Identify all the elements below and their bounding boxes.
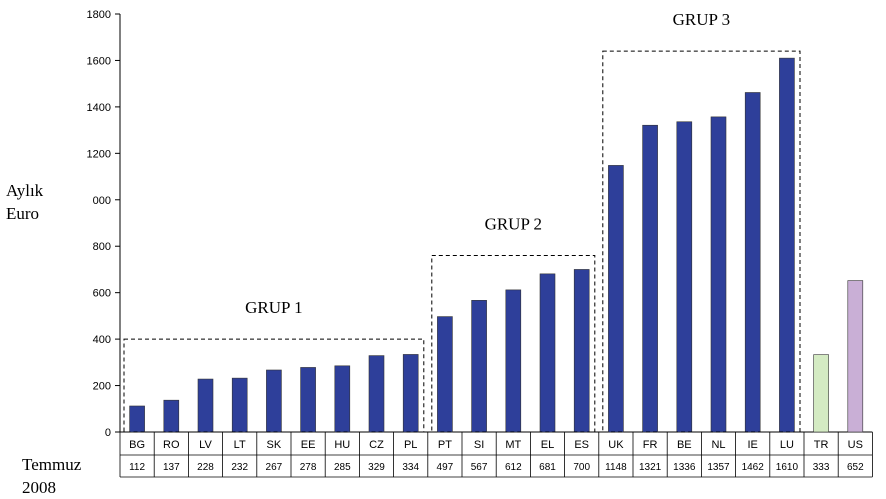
bar-fr — [642, 124, 658, 433]
category-label-es: ES — [574, 439, 589, 451]
category-label-mt: MT — [505, 439, 521, 451]
table-value-cz: 329 — [368, 462, 385, 473]
category-label-tr: TR — [814, 439, 829, 451]
category-label-el: EL — [541, 439, 554, 451]
table-value-mt: 612 — [505, 462, 522, 473]
bar-lv — [197, 378, 214, 433]
group-2-box — [431, 255, 596, 433]
table-value-lu: 1610 — [776, 462, 799, 473]
category-label-lv: LV — [199, 439, 212, 451]
bar-us — [847, 280, 864, 433]
category-label-pl: PL — [404, 439, 417, 451]
bar-lu — [779, 57, 795, 433]
table-value-fr: 1321 — [639, 462, 662, 473]
y-tick-label: 800 — [93, 241, 111, 253]
bar-tr — [813, 354, 829, 433]
category-label-ee: EE — [301, 439, 316, 451]
category-label-sk: SK — [267, 439, 282, 451]
category-label-ie: IE — [747, 439, 757, 451]
bar-pl — [402, 354, 419, 433]
table-value-hu: 285 — [334, 462, 351, 473]
y-tick-label: 400 — [93, 334, 111, 346]
category-label-fr: FR — [643, 439, 658, 451]
table-row-label-line1: Temmuz — [22, 455, 82, 474]
category-label-ro: RO — [163, 439, 180, 451]
bar-pt — [437, 316, 453, 433]
table-value-nl: 1357 — [707, 462, 730, 473]
table-value-lt: 232 — [231, 462, 248, 473]
table-value-uk: 1148 — [605, 462, 627, 473]
bar-es — [573, 269, 590, 433]
table-value-us: 652 — [847, 462, 864, 473]
bar-be — [676, 121, 693, 433]
table-value-ie: 1462 — [742, 462, 765, 473]
y-axis-label-line1: Aylık — [6, 181, 44, 200]
table-value-bg: 112 — [129, 462, 145, 473]
bar-mt — [505, 289, 522, 433]
table-value-es: 700 — [573, 462, 590, 473]
group-3-label: GRUP 3 — [673, 10, 730, 29]
bar-si — [471, 300, 487, 433]
table-value-si: 567 — [471, 462, 488, 473]
bar-el — [539, 273, 556, 433]
category-label-bg: BG — [129, 439, 145, 451]
group-1-label: GRUP 1 — [245, 298, 302, 317]
category-label-si: SI — [474, 439, 484, 451]
category-label-lu: LU — [780, 439, 794, 451]
group-1-box — [123, 338, 425, 433]
bar-sk — [266, 369, 282, 433]
y-tick-label: 1600 — [87, 55, 111, 67]
group-3-box — [602, 50, 801, 433]
category-label-be: BE — [677, 439, 692, 451]
category-label-uk: UK — [608, 439, 624, 451]
table-value-tr: 333 — [813, 462, 830, 473]
plot-area: 0 200 400 600 800 000 1200 1400 1600 1800 BG 112 RO 1… — [87, 9, 873, 478]
y-tick-label: 1400 — [87, 102, 111, 114]
table-value-pl: 334 — [402, 462, 419, 473]
table-value-ro: 137 — [163, 462, 180, 473]
category-label-pt: PT — [438, 439, 452, 451]
bar-hu — [334, 365, 351, 433]
table-value-be: 1336 — [673, 462, 696, 473]
table-value-ee: 278 — [300, 462, 317, 473]
y-tick-label: 1200 — [87, 148, 111, 160]
bar-nl — [710, 116, 727, 433]
category-label-lt: LT — [234, 439, 246, 451]
bar-uk — [608, 165, 624, 433]
bar-ie — [744, 92, 761, 433]
y-tick-label: 000 — [93, 195, 111, 207]
table-value-lv: 228 — [197, 462, 214, 473]
y-tick-label: 1800 — [87, 9, 111, 21]
table-value-sk: 267 — [266, 462, 283, 473]
y-tick-label: 200 — [93, 381, 111, 393]
y-tick-label: 0 — [105, 427, 111, 439]
bar-ro — [163, 399, 180, 433]
bar-bg — [129, 405, 145, 433]
table-value-el: 681 — [539, 462, 556, 473]
group-2-label: GRUP 2 — [485, 215, 542, 234]
category-label-nl: NL — [711, 439, 725, 451]
y-axis-label-line2: Euro — [6, 204, 39, 223]
category-label-cz: CZ — [369, 439, 384, 451]
bar-lt — [231, 377, 248, 433]
category-label-hu: HU — [334, 439, 350, 451]
table-value-pt: 497 — [437, 462, 454, 473]
bar-cz — [368, 355, 385, 433]
table-row-label-line2: 2008 — [22, 478, 56, 497]
y-tick-label: 600 — [93, 288, 111, 300]
bar-ee — [300, 367, 316, 433]
category-label-us: US — [848, 439, 863, 451]
